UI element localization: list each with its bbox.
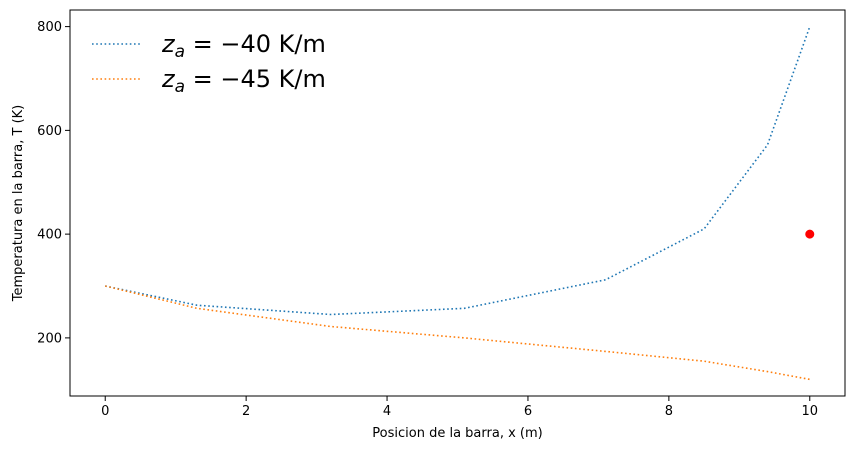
legend: za = −40 K/mza = −45 K/m xyxy=(92,30,326,97)
y-tick-label: 200 xyxy=(37,331,62,346)
legend-label-1: za = −40 K/m xyxy=(161,30,326,62)
plot-frame xyxy=(69,9,846,397)
plot-area xyxy=(105,26,811,381)
y-tick-label: 800 xyxy=(37,20,62,35)
data-point-marker xyxy=(805,229,815,239)
x-tick-label: 8 xyxy=(665,404,673,419)
x-tick-label: 4 xyxy=(383,404,391,419)
x-tick-label: 2 xyxy=(242,404,250,419)
series-line-1 xyxy=(105,26,811,316)
x-axis-ticks: 0 2 4 6 8 10 xyxy=(101,396,818,419)
y-axis-ticks: 200 400 600 800 xyxy=(37,20,70,346)
x-tick-label: 0 xyxy=(101,404,109,419)
y-tick-label: 400 xyxy=(37,228,62,243)
legend-label-2: za = −45 K/m xyxy=(161,65,326,97)
y-tick-label: 600 xyxy=(37,124,62,139)
x-tick-label: 10 xyxy=(801,404,818,419)
x-tick-label: 6 xyxy=(524,404,532,419)
x-axis-label: Posicion de la barra, x (m) xyxy=(372,426,542,441)
y-axis-label: Temperatura en la barra, T (K) xyxy=(11,105,26,302)
markers xyxy=(805,229,815,239)
series-line-2 xyxy=(105,285,810,381)
